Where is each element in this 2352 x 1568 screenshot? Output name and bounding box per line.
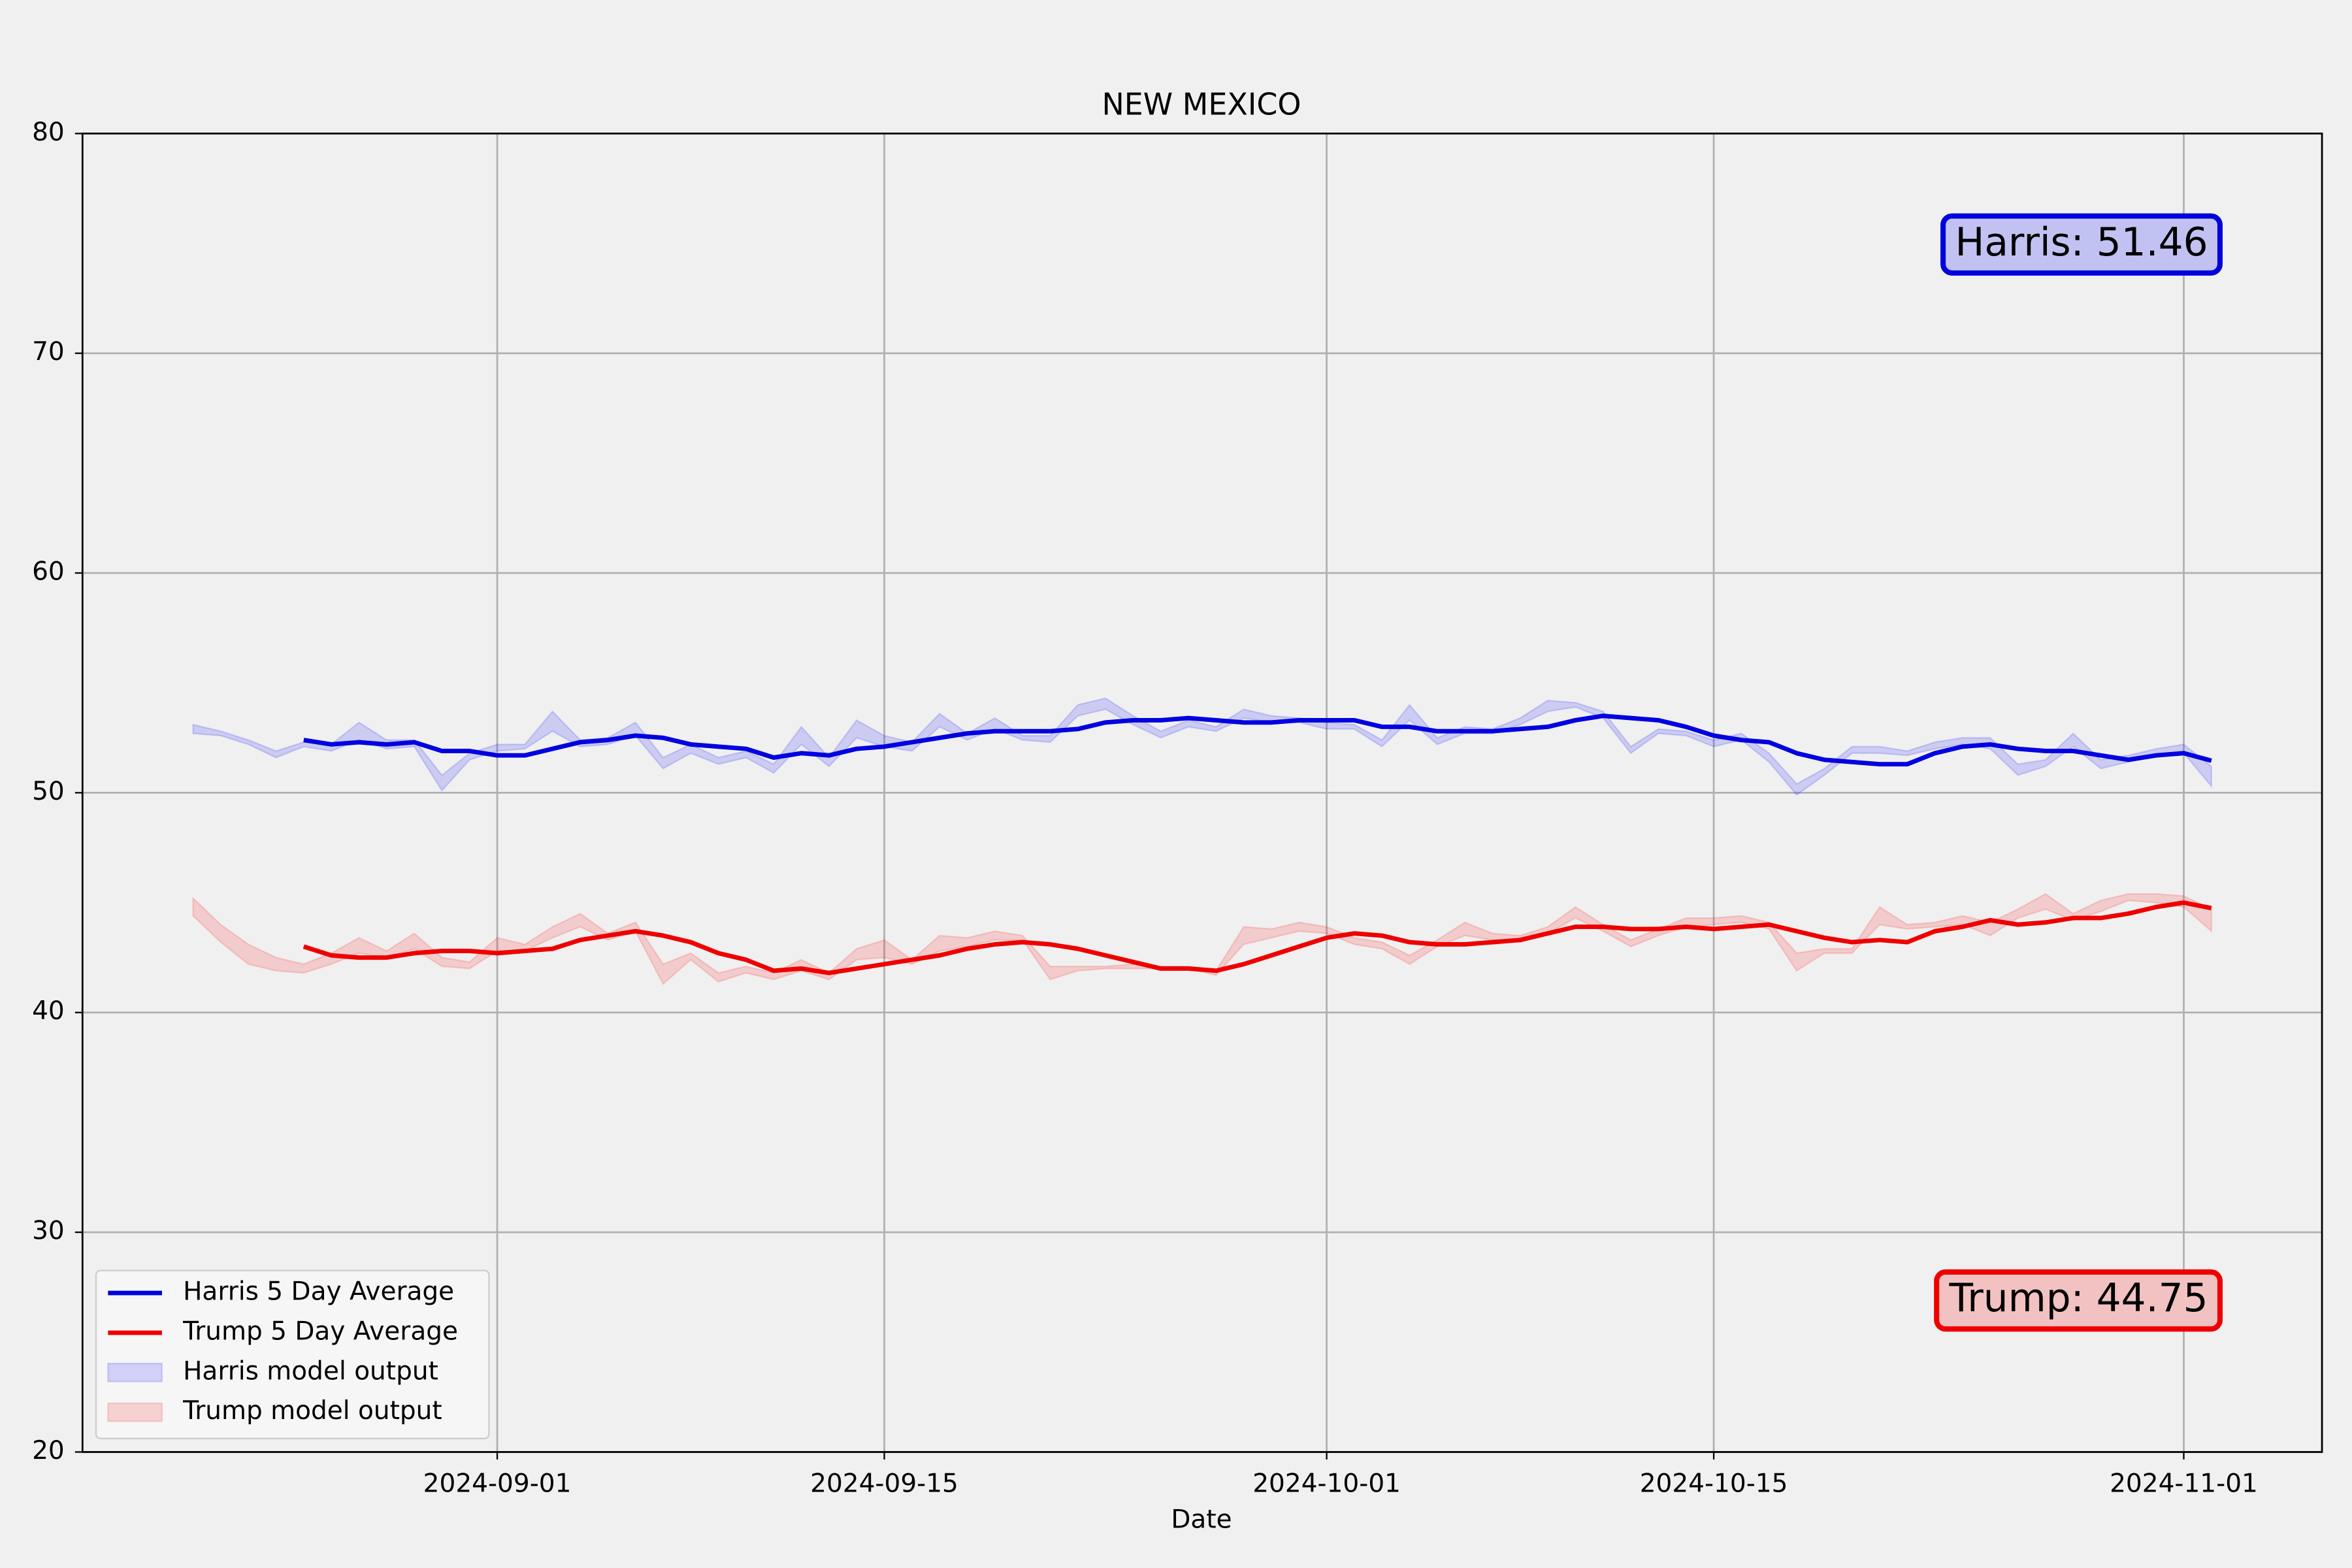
x-tick-label: 2024-09-01 [423,1469,572,1498]
legend-label: Harris 5 Day Average [183,1277,454,1307]
x-tick-label: 2024-11-01 [2110,1469,2258,1498]
legend-label: Trump model output [182,1396,442,1426]
y-tick-label: 20 [32,1436,65,1465]
annotation-text: Harris: 51.46 [1955,220,2208,265]
y-tick-label: 40 [32,996,65,1026]
annotation: Trump: 44.75 [1934,1269,2223,1332]
x-axis-label: Date [1171,1505,1232,1535]
y-tick-label: 80 [32,118,65,147]
legend-swatch [107,1362,163,1382]
model-band [192,892,2212,985]
legend-label: Harris model output [183,1356,438,1386]
x-tick-label: 2024-10-15 [1640,1469,1788,1498]
chart-title: NEW MEXICO [1102,87,1301,122]
annotation: Harris: 51.46 [1940,213,2223,276]
y-tick-label: 30 [32,1217,65,1246]
y-tick-label: 60 [32,557,65,587]
annotation-text: Trump: 44.75 [1949,1276,2208,1321]
x-tick-label: 2024-10-01 [1252,1469,1401,1498]
model-band [192,697,2212,796]
annotation-box [1940,213,2223,276]
y-tick-label: 70 [32,337,65,367]
grid [82,132,2323,1453]
x-tick-label: 2024-09-15 [810,1469,958,1498]
legend-swatch [107,1402,163,1422]
annotation-box [1934,1269,2223,1332]
legend-box [95,1269,490,1439]
average-line [303,713,2212,767]
legend-label: Trump 5 Day Average [182,1316,458,1346]
average-line [302,900,2212,975]
plot-frame [81,132,2323,1453]
y-tick-label: 50 [32,777,65,806]
legend: Harris 5 Day Average Trump 5 Day Average H… [95,1269,490,1439]
